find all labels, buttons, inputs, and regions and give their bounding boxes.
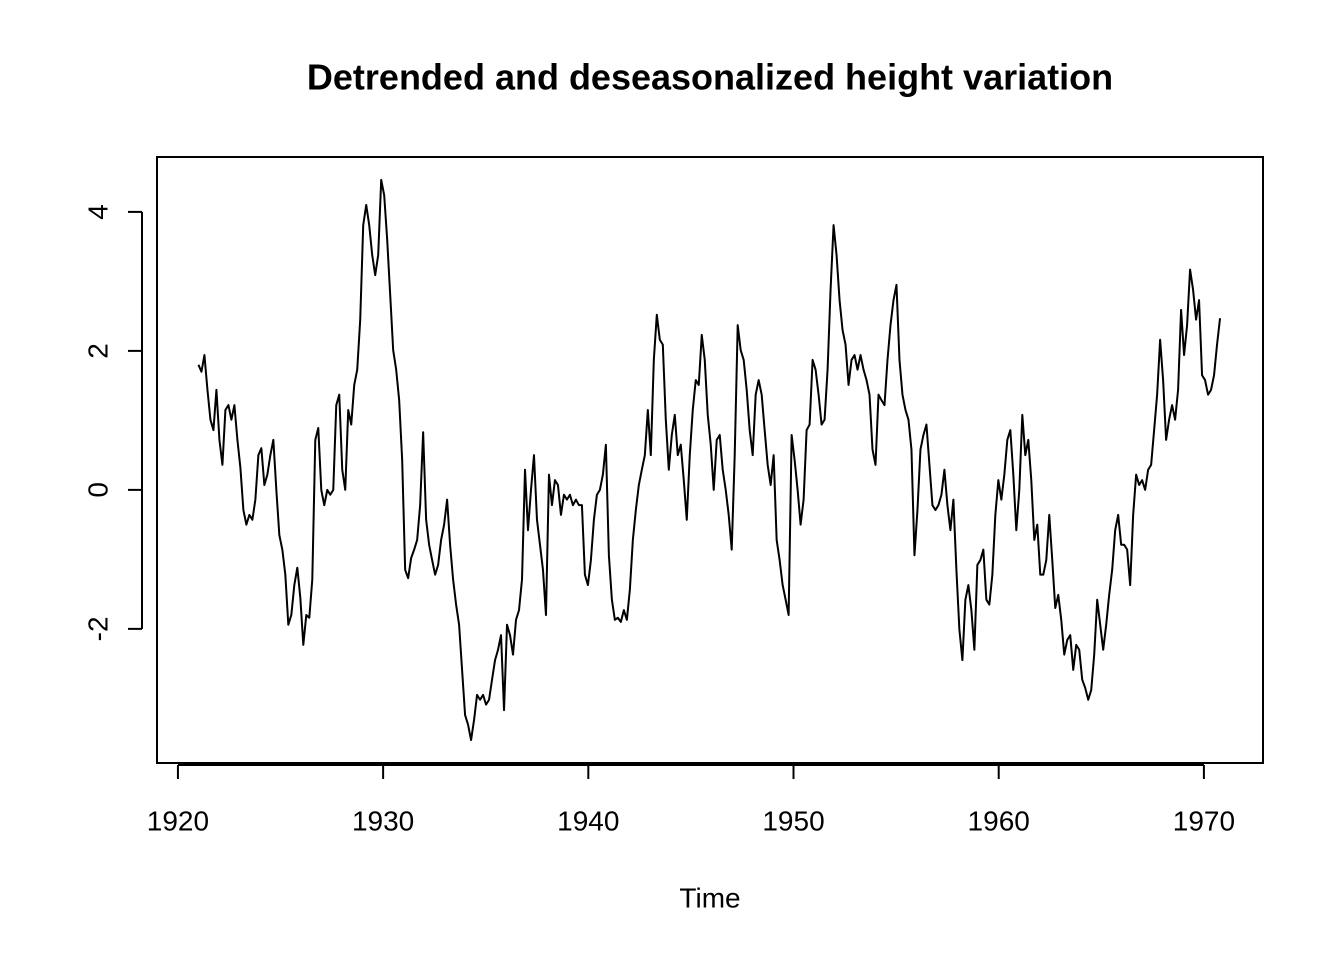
x-tick-label: 1920 <box>147 805 209 836</box>
x-axis-label: Time <box>679 882 740 913</box>
data-line <box>197 178 1222 742</box>
y-tick-label: 0 <box>82 482 113 498</box>
x-tick-label: 1970 <box>1173 805 1235 836</box>
y-tick-label: 2 <box>82 343 113 359</box>
chart-title: Detrended and deseasonalized height vari… <box>307 57 1113 98</box>
plot-frame <box>156 156 1264 764</box>
x-tick-label: 1950 <box>762 805 824 836</box>
x-tick-label: 1960 <box>968 805 1030 836</box>
y-tick-label: 4 <box>82 204 113 220</box>
x-tick-label: 1940 <box>557 805 619 836</box>
x-tick-label: 1930 <box>352 805 414 836</box>
y-tick-label: -2 <box>82 616 113 641</box>
